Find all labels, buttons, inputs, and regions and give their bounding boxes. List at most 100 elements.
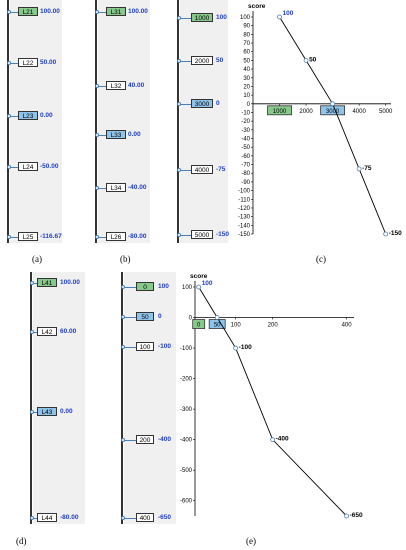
panel_b-tick [96,135,106,136]
chart-c-ytick-label: 30 [243,76,250,82]
panel_e-dot [121,345,125,349]
caption-a: (a) [32,254,42,264]
panel_a-value: 100.00 [40,8,60,15]
chart-e-series-line [198,286,347,517]
chart-e-point-label: 100 [202,280,213,287]
panel_e-tick [122,347,136,348]
panel_c-node[interactable]: 2000 [191,56,213,65]
chart-c-ytick-label: 100 [240,15,251,21]
panel-e-axis [121,272,123,524]
panel_e-node[interactable]: 400 [136,513,154,522]
chart-c-ytick-label: -70 [241,163,250,169]
chart-e-point-label: -400 [276,436,289,443]
chart-c-highlight-label: 1000 [273,109,287,115]
panel_d-dot [30,281,34,285]
chart-c-ytick-label: 80 [243,32,250,38]
panel_a-dot [7,61,11,65]
panel_c-node[interactable]: 3000 [191,99,213,108]
panel_a-dot [7,165,11,169]
panel-d-background [33,272,85,524]
chart-c-ylabel: score [248,3,266,10]
panel_a-value: -116.67 [40,233,62,240]
chart-e-xtick-label: 200 [268,323,279,329]
chart-c-xtick-label: 5000 [379,109,393,115]
chart-c-ytick-label: 50 [243,58,250,64]
panel_b-dot [95,10,99,14]
chart-c-ytick-label: -10 [241,110,250,116]
chart-e-ytick-label: 0 [189,316,193,322]
panel_e-node[interactable]: 0 [136,282,154,291]
chart-e-point [344,513,350,519]
panel_b-node[interactable]: L32 [106,81,126,90]
panel_a-node[interactable]: L22 [18,58,38,67]
panel_d-node[interactable]: L44 [37,513,57,522]
panel_d-value: -80.00 [60,514,79,521]
panel_b-dot [95,186,99,190]
panel_d-node[interactable]: L41 [37,278,57,287]
panel_d-dot [30,410,34,414]
panel_d-node[interactable]: L43 [37,407,57,416]
panel_e-tick [122,440,136,441]
panel_c-node[interactable]: 1000 [191,13,213,22]
caption-d: (d) [16,536,27,546]
panel_e-node[interactable]: 100 [136,342,154,351]
chart-e-point [270,437,276,443]
chart-e-ytick-label: -100 [180,346,193,352]
panel_c-value: -75 [216,166,226,173]
chart-c-ytick-label: -80 [241,171,250,177]
panel_d-tick [31,412,37,413]
panel_b-dot [95,84,99,88]
chart-c-ytick-label: -90 [241,180,250,186]
panel_e-tick [122,317,136,318]
panel_c-dot [177,168,181,172]
panel_a-tick [8,12,18,13]
panel_b-value: 40.00 [128,82,145,89]
panel_e-node[interactable]: 50 [136,312,154,321]
chart-e-point [233,345,239,351]
panel-b-axis [95,0,97,243]
panel_a-node[interactable]: L25 [18,232,38,241]
panel_a-node[interactable]: L24 [18,162,38,171]
chart-e-xtick-label: 100 [231,323,242,329]
panel_e-node[interactable]: 200 [136,435,154,444]
panel_c-tick [178,18,191,19]
chart-c-point-label: -75 [362,165,372,172]
panel-e-background [124,272,176,524]
panel-b-background [98,0,150,243]
panel-a-axis [7,0,9,243]
panel_b-node[interactable]: L31 [106,7,126,16]
chart-c-point [330,101,336,107]
chart-c-xtick-label: 4000 [352,109,366,115]
panel_b-node[interactable]: L34 [106,183,126,192]
panel_e-dot [121,285,125,289]
panel_d-node[interactable]: L42 [37,327,57,336]
panel_c-node[interactable]: 5000 [191,230,213,239]
panel_c-value: 100 [216,14,227,21]
panel-a-background [10,0,62,243]
chart-c-ytick-label: 60 [243,50,250,56]
panel_b-node[interactable]: L26 [106,232,126,241]
panel_c-dot [177,59,181,63]
panel_d-tick [31,283,37,284]
panel_c-value: -150 [216,231,230,238]
chart-c-ytick-label: 70 [243,41,250,47]
panel_b-tick [96,237,106,238]
chart-c-point-label: -150 [389,230,402,237]
chart-c-point [383,231,389,237]
panel_a-node[interactable]: L21 [18,7,38,16]
panel_e-value: 100 [158,283,169,290]
panel_c-dot [177,233,181,237]
panel_a-value: 50.00 [40,59,57,66]
panel_b-node[interactable]: L33 [106,130,126,139]
panel_a-node[interactable]: L23 [18,111,38,120]
panel_c-node[interactable]: 4000 [191,165,213,174]
chart-e-highlight-box [208,319,226,329]
chart-c-highlight-label: 3000 [326,109,340,115]
panel_c-dot [177,16,181,20]
panel-c-axis [177,0,179,243]
chart-e-point-label: -650 [350,512,363,519]
panel_c-tick [178,104,191,105]
panel_a-value: -50.00 [40,163,59,170]
panel_c-dot [177,102,181,106]
panel_c-tick [178,170,191,171]
